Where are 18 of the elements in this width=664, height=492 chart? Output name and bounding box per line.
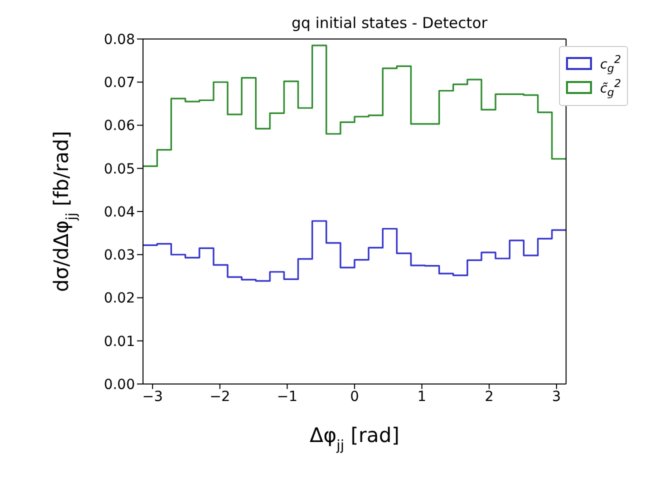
y-tick-label: 0.07 — [104, 75, 135, 92]
x-tick-label: 3 — [552, 388, 561, 405]
x-tick-label: −1 — [276, 388, 298, 405]
y-tick-label: 0.05 — [104, 161, 135, 178]
y-tick-label: 0.08 — [104, 32, 135, 48]
x-tick-label: 1 — [417, 388, 426, 405]
y-tick-label: 0.03 — [104, 248, 135, 264]
y-tick-label: 0.06 — [104, 118, 136, 134]
x-tick-label: −3 — [142, 388, 163, 405]
x-tick-label: 0 — [350, 388, 359, 405]
y-tick-label: 0.02 — [104, 290, 135, 307]
y-tick-label: 0.00 — [104, 376, 135, 393]
chart-title: gq initial states - Detector — [292, 14, 488, 32]
x-tick-label: −2 — [210, 388, 230, 405]
y-tick-label: 0.04 — [104, 204, 136, 220]
y-tick-label: 0.01 — [104, 334, 135, 350]
x-tick-label: 2 — [484, 388, 494, 405]
x-axis-title: Δφ$_{jj}$ [rad] — [310, 423, 400, 454]
